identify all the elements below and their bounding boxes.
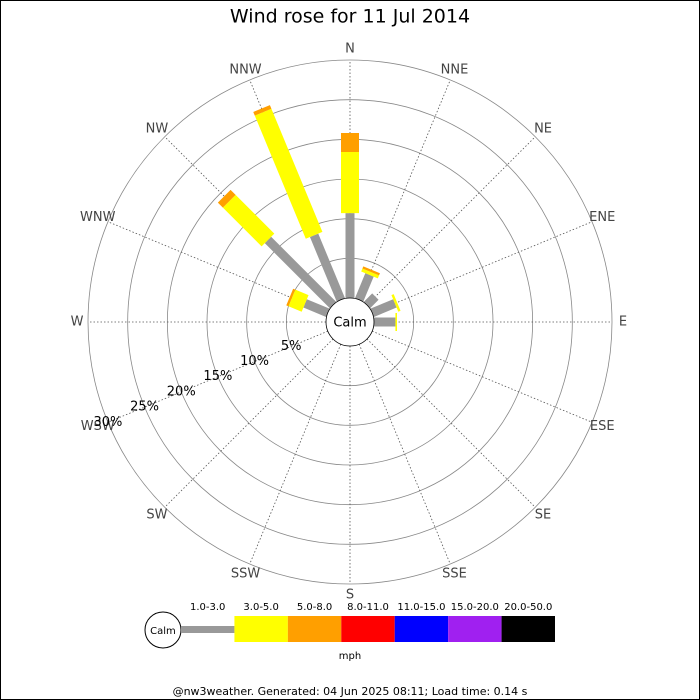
direction-label: N [345,42,355,57]
spoke [358,344,451,565]
spoke [164,338,334,508]
bar-segment [362,266,380,276]
legend-swatch [234,616,288,642]
bar-segment [253,105,272,116]
legend-swatch [181,626,235,633]
direction-label: WSW [81,419,115,434]
bar-segment [303,299,330,317]
direction-label: SE [535,508,551,523]
calm-circle [325,297,375,347]
ring-label: 30% [93,415,122,430]
legend-swatch [394,616,449,642]
bar-segment [355,273,374,302]
direction-label: SSW [231,567,261,582]
ring [127,99,573,545]
direction-label: SSE [442,567,467,582]
ring-label: 10% [240,354,269,369]
bar-segment [222,194,275,247]
bar-segment [361,268,380,279]
bar-segment [286,288,296,307]
direction-label: SW [146,508,167,523]
legend-swatch [341,616,395,642]
bar-segment [217,189,236,208]
spoke [107,330,328,423]
legend-swatch [448,616,502,642]
bar-segment [370,299,397,317]
bar-segment [391,294,401,312]
direction-label: NNW [229,62,261,77]
legend-label: 5.0-8.0 [297,602,332,613]
legend-label: 11.0-15.0 [397,602,445,613]
legend-swatch [501,616,555,642]
spoke [358,79,451,300]
ring [87,59,613,585]
direction-label: NW [146,121,169,136]
chart-title: Wind rose for 11 Jul 2014 [230,6,470,28]
direction-label: S [346,588,354,603]
direction-label: NE [534,121,552,136]
bar-segment [363,293,379,309]
bar-segment [309,233,345,302]
ring-label: 20% [167,384,196,399]
legend-label: 1.0-3.0 [190,602,225,613]
legend-label: 20.0-50.0 [504,602,552,613]
direction-label: W [71,315,84,330]
direction-label: ESE [590,419,615,434]
calm-label: Calm [333,316,366,331]
direction-label: ENE [589,210,615,225]
legend-label: 3.0-5.0 [243,602,278,613]
ring-label: 25% [130,400,159,415]
spoke [366,338,536,508]
direction-label: NNE [441,62,469,77]
legend-label: 15.0-20.0 [451,602,499,613]
legend-swatch [287,616,342,642]
bar-segment [264,236,337,309]
ring-label: 5% [281,339,302,354]
footer: @nw3weather. Generated: 04 Jun 2025 08:1… [173,685,528,698]
spoke [372,330,593,423]
direction-label: WNW [80,210,116,225]
spoke [366,136,536,306]
legend-calm-label: Calm [150,626,176,637]
direction-label: E [619,315,627,330]
bar-segment [254,108,323,239]
spoke [372,221,593,314]
spoke [249,344,342,565]
bar-segment [288,289,309,312]
legend-label: 8.0-11.0 [347,602,389,613]
legend-title: mph [339,651,361,662]
ring-label: 15% [203,369,232,384]
